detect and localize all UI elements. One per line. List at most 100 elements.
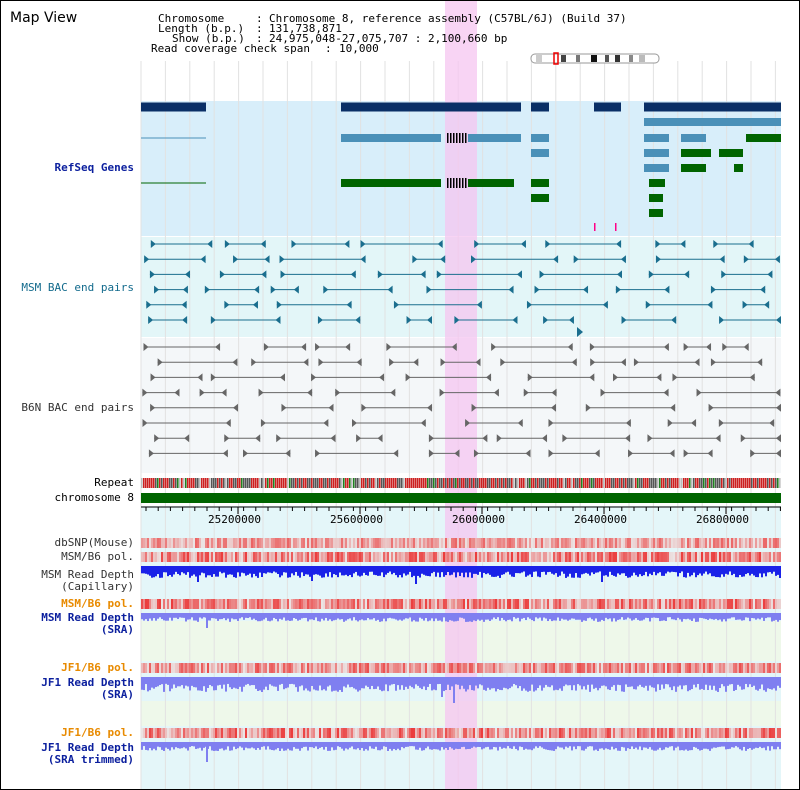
read-depth-bar <box>735 677 737 690</box>
repeat-element <box>169 478 171 488</box>
read-depth-bar <box>507 742 509 747</box>
bac-end-marker <box>633 358 639 367</box>
polymorphism-cell <box>297 538 299 548</box>
polymorphism-cell <box>669 599 671 609</box>
polymorphism-cell <box>251 728 253 738</box>
polymorphism-cell <box>597 663 599 673</box>
read-depth-bar <box>539 742 541 747</box>
read-depth-bar <box>647 742 649 749</box>
polymorphism-cell <box>405 599 407 609</box>
polymorphism-cell <box>741 552 743 562</box>
read-depth-bar <box>461 742 463 748</box>
read-depth-bar <box>661 742 663 751</box>
polymorphism-cell <box>329 728 331 738</box>
polymorphism-cell <box>729 728 731 738</box>
read-depth-bar <box>269 742 271 750</box>
polymorphism-cell <box>511 663 513 673</box>
read-depth-bar <box>187 613 189 620</box>
read-depth-bar <box>415 677 417 685</box>
polymorphism-cell <box>391 728 393 738</box>
polymorphism-cell <box>187 552 189 562</box>
polymorphism-cell <box>309 552 311 562</box>
read-depth-bar <box>679 566 681 574</box>
polymorphism-cell <box>635 663 637 673</box>
polymorphism-cell <box>419 663 421 673</box>
polymorphism-cell <box>675 538 677 548</box>
repeat-element <box>739 478 741 488</box>
polymorphism-cell <box>663 599 665 609</box>
polymorphism-cell <box>217 538 219 548</box>
read-depth-bar <box>675 742 677 748</box>
polymorphism-cell <box>613 599 615 609</box>
polymorphism-cell <box>393 538 395 548</box>
polymorphism-cell <box>617 538 619 548</box>
repeat-element <box>357 478 359 488</box>
bac-end-marker <box>616 240 622 248</box>
read-depth-bar <box>409 613 411 618</box>
repeat-element <box>759 478 761 488</box>
read-depth-bar <box>585 613 587 621</box>
repeat-element <box>691 478 693 488</box>
polymorphism-cell <box>721 552 723 562</box>
polymorphism-cell <box>449 728 451 738</box>
polymorphism-cell <box>245 599 247 609</box>
polymorphism-cell <box>477 663 479 673</box>
read-depth-bar <box>263 566 265 574</box>
polymorphism-cell <box>315 599 317 609</box>
repeat-element <box>167 478 169 488</box>
polymorphism-cell <box>739 728 741 738</box>
repeat-element <box>309 478 311 488</box>
bac-end-marker <box>280 373 286 382</box>
polymorphism-cell <box>541 552 543 562</box>
read-depth-bar <box>455 613 457 622</box>
polymorphism-cell <box>261 663 263 673</box>
polymorphism-cell <box>471 728 473 738</box>
read-depth-bar <box>533 613 535 622</box>
read-depth-bar <box>451 677 453 687</box>
polymorphism-cell <box>671 552 673 562</box>
polymorphism-cell <box>305 538 307 548</box>
polymorphism-cell <box>649 663 651 673</box>
polymorphism-cell <box>233 552 235 562</box>
polymorphism-cell <box>747 538 749 548</box>
repeat-element <box>279 478 281 488</box>
read-depth-bar <box>309 566 311 577</box>
repeat-element <box>317 478 319 488</box>
polymorphism-cell <box>691 538 693 548</box>
read-depth-bar <box>743 742 745 747</box>
polymorphism-cell <box>535 552 537 562</box>
polymorphism-cell <box>673 599 675 609</box>
polymorphism-cell <box>257 552 259 562</box>
polymorphism-cell <box>439 552 441 562</box>
polymorphism-cell <box>523 552 525 562</box>
polymorphism-cell <box>253 599 255 609</box>
repeat-element <box>177 478 179 488</box>
polymorphism-cell <box>201 663 203 673</box>
repeat-element <box>701 478 703 488</box>
polymorphism-cell <box>153 599 155 609</box>
read-depth-bar <box>635 566 637 576</box>
read-depth-bar <box>685 566 687 578</box>
read-depth-bar <box>253 742 255 749</box>
polymorphism-cell <box>567 663 569 673</box>
repeat-element <box>573 478 575 488</box>
polymorphism-cell <box>663 728 665 738</box>
polymorphism-cell <box>327 538 329 548</box>
repeat-element <box>733 478 735 488</box>
read-depth-bar <box>307 566 309 575</box>
repeat-element <box>449 478 451 488</box>
read-depth-bar <box>285 677 287 689</box>
bac-end-marker <box>311 373 317 382</box>
polymorphism-cell <box>441 663 443 673</box>
polymorphism-cell <box>215 538 217 548</box>
polymorphism-cell <box>427 552 429 562</box>
read-depth-bar <box>453 613 455 622</box>
read-depth-bar <box>597 742 599 751</box>
polymorphism-cell <box>673 538 675 548</box>
read-depth-bar <box>355 742 357 750</box>
polymorphism-cell <box>583 728 585 738</box>
repeat-element <box>331 478 333 488</box>
read-depth-bar <box>419 566 421 578</box>
polymorphism-cell <box>413 538 415 548</box>
